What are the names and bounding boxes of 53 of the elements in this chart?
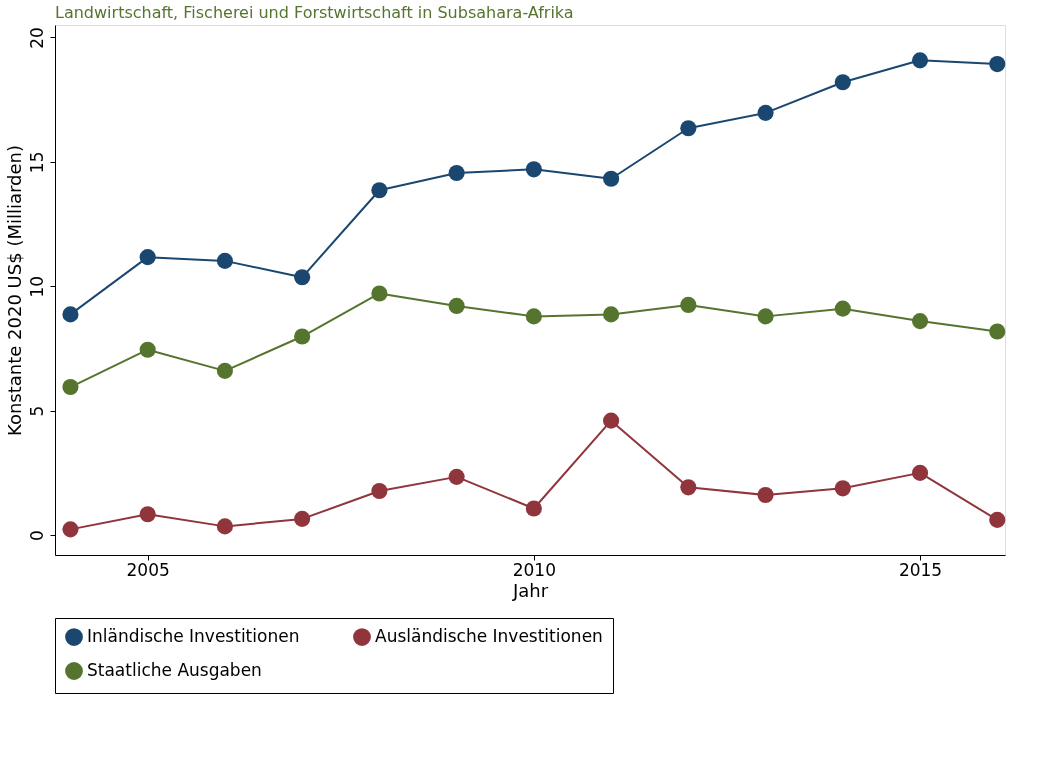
point <box>448 297 465 314</box>
point <box>294 510 311 527</box>
point <box>294 269 311 286</box>
point <box>989 56 1006 73</box>
point <box>603 170 620 187</box>
point <box>911 52 929 69</box>
point <box>834 74 851 91</box>
point <box>757 486 774 504</box>
y-tick-label: 10 <box>26 275 47 298</box>
point <box>680 296 697 313</box>
point <box>989 511 1006 528</box>
point <box>216 518 233 535</box>
point <box>62 521 79 538</box>
point <box>757 308 774 325</box>
chart-title: Landwirtschaft, Fischerei und Forstwirtschaft in Subsahara-Afrika <box>55 3 574 22</box>
x-tick-label: 2010 <box>512 559 556 580</box>
point <box>911 313 929 330</box>
point <box>680 120 697 137</box>
point <box>294 328 311 345</box>
point <box>757 104 774 121</box>
y-axis-title: Konstante 2020 US$ (Milliarden) <box>3 145 25 436</box>
legend-label: Inländische Investitionen <box>87 626 300 647</box>
point <box>834 480 851 497</box>
point <box>448 165 465 182</box>
point <box>989 323 1006 340</box>
point <box>525 308 542 325</box>
point <box>603 306 620 323</box>
legend-label: Staatliche Ausgaben <box>87 660 262 680</box>
point <box>371 285 388 302</box>
point <box>371 483 388 500</box>
point <box>525 161 542 178</box>
point <box>62 379 79 396</box>
x-axis-title: Jahr <box>511 579 549 601</box>
point <box>139 249 156 266</box>
y-tick-label: 15 <box>26 151 47 174</box>
point <box>216 362 233 379</box>
point <box>216 252 233 269</box>
point <box>525 500 542 517</box>
point <box>62 306 79 323</box>
x-tick-label: 2005 <box>126 559 170 580</box>
point <box>139 506 156 523</box>
y-tick-label: 20 <box>26 27 47 49</box>
point <box>911 464 929 481</box>
point <box>371 182 388 199</box>
point <box>603 412 620 429</box>
point <box>139 341 156 358</box>
point <box>448 468 465 485</box>
y-tick-label: 5 <box>26 405 47 417</box>
x-tick-label: 2015 <box>898 559 943 580</box>
point <box>834 300 851 317</box>
point <box>680 479 697 496</box>
y-tick-label: 0 <box>26 530 47 542</box>
legend-label: Ausländische Investitionen <box>375 626 603 647</box>
